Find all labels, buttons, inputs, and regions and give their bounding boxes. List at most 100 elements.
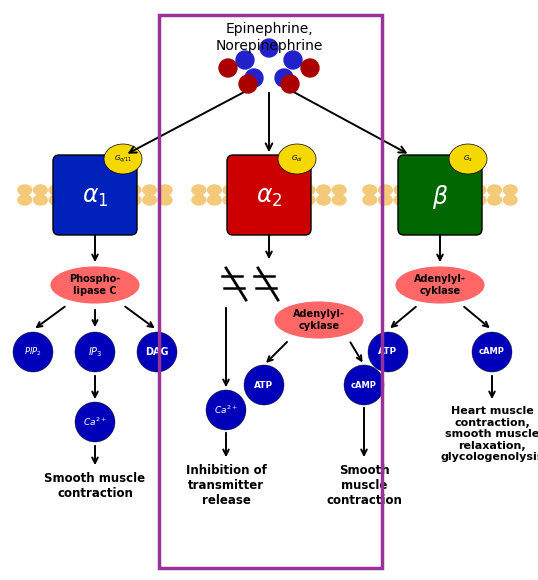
FancyBboxPatch shape [227, 155, 311, 235]
Ellipse shape [208, 195, 221, 205]
Circle shape [75, 332, 115, 372]
Circle shape [137, 332, 177, 372]
Ellipse shape [33, 185, 47, 195]
Ellipse shape [192, 185, 206, 195]
Ellipse shape [270, 195, 284, 205]
Text: Adenylyl-
cyklase: Adenylyl- cyklase [414, 274, 466, 296]
Ellipse shape [127, 195, 141, 205]
Ellipse shape [275, 302, 363, 338]
Circle shape [75, 402, 115, 442]
Circle shape [219, 59, 237, 77]
Circle shape [206, 390, 246, 430]
Ellipse shape [111, 195, 125, 205]
Bar [159, 14, 382, 568]
Ellipse shape [332, 185, 346, 195]
Circle shape [281, 75, 299, 93]
Ellipse shape [96, 195, 110, 205]
Ellipse shape [80, 195, 94, 205]
Ellipse shape [410, 195, 423, 205]
Circle shape [236, 51, 254, 69]
Ellipse shape [426, 185, 439, 195]
FancyBboxPatch shape [398, 155, 482, 235]
Ellipse shape [472, 195, 486, 205]
Ellipse shape [49, 185, 63, 195]
Ellipse shape [49, 195, 63, 205]
Ellipse shape [286, 195, 299, 205]
Text: Smooth
muscle
contraction: Smooth muscle contraction [326, 464, 402, 507]
Ellipse shape [317, 195, 330, 205]
Ellipse shape [449, 144, 487, 174]
Ellipse shape [51, 267, 139, 303]
Ellipse shape [472, 185, 486, 195]
Circle shape [301, 59, 319, 77]
Text: $\alpha_2$: $\alpha_2$ [256, 185, 282, 209]
Text: $\alpha_1$: $\alpha_1$ [82, 185, 108, 209]
Ellipse shape [80, 185, 94, 195]
Ellipse shape [488, 195, 501, 205]
Text: $PIP_2$: $PIP_2$ [24, 346, 42, 358]
Ellipse shape [504, 195, 517, 205]
Ellipse shape [239, 195, 252, 205]
Circle shape [245, 69, 263, 87]
Ellipse shape [96, 185, 110, 195]
Text: cAMP: cAMP [479, 347, 505, 357]
Ellipse shape [394, 185, 408, 195]
Ellipse shape [192, 195, 206, 205]
Ellipse shape [301, 195, 315, 205]
Text: $\beta$: $\beta$ [432, 183, 448, 211]
Ellipse shape [270, 185, 284, 195]
Ellipse shape [158, 185, 172, 195]
Circle shape [239, 75, 257, 93]
Text: Epinephrine,
Norepinephrine: Epinephrine, Norepinephrine [215, 22, 323, 53]
Ellipse shape [18, 185, 32, 195]
Text: ATP: ATP [378, 347, 398, 357]
Text: Smooth muscle
contraction: Smooth muscle contraction [45, 472, 146, 500]
Circle shape [472, 332, 512, 372]
Ellipse shape [104, 144, 142, 174]
Circle shape [284, 51, 302, 69]
Ellipse shape [143, 185, 157, 195]
Text: $G_{q/11}$: $G_{q/11}$ [114, 153, 132, 165]
Text: Phospho-
lipase C: Phospho- lipase C [69, 274, 121, 296]
Ellipse shape [254, 195, 268, 205]
Ellipse shape [208, 185, 221, 195]
Ellipse shape [239, 185, 252, 195]
Ellipse shape [379, 195, 392, 205]
Ellipse shape [457, 195, 470, 205]
Ellipse shape [396, 267, 484, 303]
Ellipse shape [332, 195, 346, 205]
Text: Inhibition of
transmitter
release: Inhibition of transmitter release [186, 464, 266, 507]
Text: $Ca^{2+}$: $Ca^{2+}$ [83, 416, 107, 428]
Ellipse shape [457, 185, 470, 195]
Ellipse shape [278, 144, 316, 174]
Ellipse shape [394, 195, 408, 205]
Ellipse shape [441, 185, 455, 195]
Ellipse shape [301, 185, 315, 195]
Circle shape [244, 365, 284, 405]
Text: DAG: DAG [145, 347, 169, 357]
Ellipse shape [363, 195, 377, 205]
Ellipse shape [379, 185, 392, 195]
Ellipse shape [127, 185, 141, 195]
Circle shape [368, 332, 408, 372]
Ellipse shape [363, 185, 377, 195]
Text: $IP_3$: $IP_3$ [88, 345, 102, 359]
Text: $G_s$: $G_s$ [463, 154, 473, 164]
Text: ATP: ATP [254, 380, 273, 390]
Ellipse shape [504, 185, 517, 195]
Ellipse shape [65, 195, 79, 205]
Circle shape [275, 69, 293, 87]
Ellipse shape [410, 185, 423, 195]
Text: $G_{\alpha i}$: $G_{\alpha i}$ [291, 154, 303, 164]
Ellipse shape [254, 185, 268, 195]
Ellipse shape [426, 195, 439, 205]
Text: Heart muscle
contraction,
smooth muscle
relaxation,
glycologenolysis: Heart muscle contraction, smooth muscle … [440, 406, 538, 462]
Ellipse shape [111, 185, 125, 195]
Ellipse shape [143, 195, 157, 205]
Ellipse shape [488, 185, 501, 195]
Ellipse shape [223, 185, 237, 195]
Ellipse shape [65, 185, 79, 195]
Text: Adenylyl-
cyklase: Adenylyl- cyklase [293, 309, 345, 331]
Text: $Ca^{2+}$: $Ca^{2+}$ [214, 404, 238, 416]
Circle shape [344, 365, 384, 405]
